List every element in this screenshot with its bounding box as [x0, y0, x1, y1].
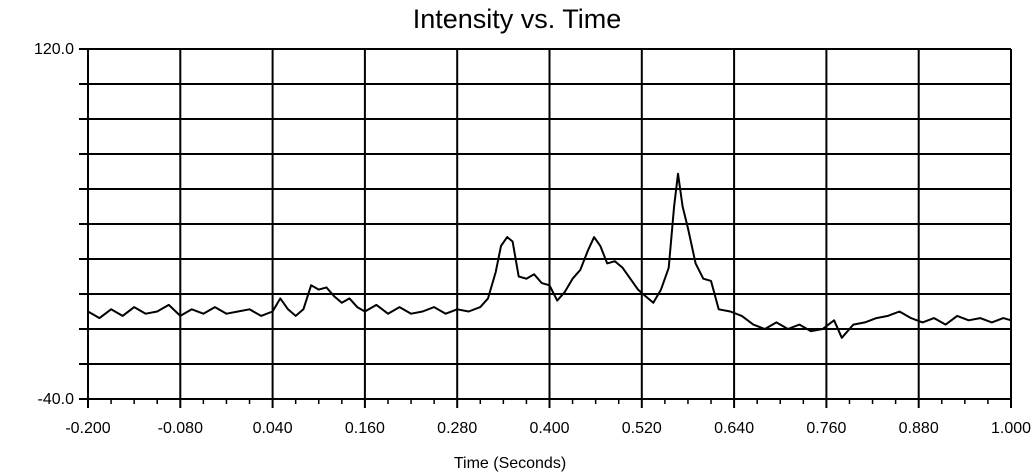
x-tick-label: 0.400 — [529, 420, 569, 437]
x-axis-title: Time (Seconds) — [454, 455, 566, 472]
x-tick-label: 0.640 — [714, 420, 754, 437]
grid — [88, 49, 1011, 399]
series-line — [87, 172, 1012, 339]
y-tick-label: -40.0 — [38, 391, 75, 408]
x-tick-label: 0.040 — [253, 420, 293, 437]
series — [87, 172, 1012, 339]
x-tick-label: 0.520 — [622, 420, 662, 437]
x-tick-label: -0.080 — [158, 420, 203, 437]
x-tick-label: 0.880 — [899, 420, 939, 437]
ticks: 120.0 -40.0 -0.200 -0.080 0.040 0.160 0.280 0.4… — [34, 41, 1031, 437]
x-tick-label: -0.200 — [65, 420, 110, 437]
x-tick-label: 0.160 — [345, 420, 385, 437]
x-tick-label: 0.760 — [806, 420, 846, 437]
x-tick-label: 1.000 — [991, 420, 1031, 437]
y-tick-label: 120.0 — [34, 41, 74, 58]
chart-title: Intensity vs. Time — [412, 4, 622, 34]
x-tick-label: 0.280 — [437, 420, 477, 437]
